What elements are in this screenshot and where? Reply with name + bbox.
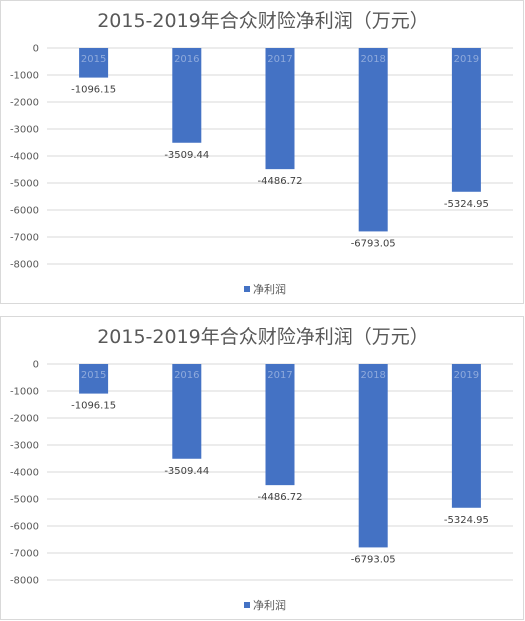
data-label: -5324.95 bbox=[444, 515, 489, 526]
bar-2018 bbox=[358, 48, 388, 232]
category-label: 2018 bbox=[360, 54, 385, 65]
y-tick-label: -5000 bbox=[10, 179, 39, 190]
category-label: 2015 bbox=[81, 54, 106, 65]
y-tick-label: -3000 bbox=[10, 125, 39, 136]
category-label: 2016 bbox=[174, 370, 199, 381]
category-label: 2018 bbox=[360, 370, 385, 381]
category-label: 2019 bbox=[454, 370, 479, 381]
y-tick-label: -5000 bbox=[10, 495, 39, 506]
y-tick-label: -6000 bbox=[10, 206, 39, 217]
bar-2018 bbox=[358, 364, 388, 548]
bar-2015 bbox=[79, 364, 109, 394]
data-label: -5324.95 bbox=[444, 199, 489, 210]
legend-swatch bbox=[244, 602, 250, 608]
category-label: 2019 bbox=[454, 54, 479, 65]
category-label: 2015 bbox=[81, 370, 106, 381]
bar-2019 bbox=[451, 48, 481, 192]
y-tick-label: -4000 bbox=[10, 152, 39, 163]
data-label: -1096.15 bbox=[71, 85, 116, 96]
y-tick-label: -7000 bbox=[10, 549, 39, 560]
chart-svg-1: 2015-2019年合众财险净利润（万元） 0 -1000 -2000 -3000 -4… bbox=[10, 10, 513, 296]
chart-panel-2: 2015-2019年合众财险净利润（万元） 0 -1000 -2000 -3000 -4… bbox=[0, 316, 524, 620]
bar-2019 bbox=[451, 364, 481, 508]
bar-2017 bbox=[265, 364, 295, 486]
data-label: -6793.05 bbox=[351, 238, 396, 249]
bar-2016 bbox=[172, 48, 202, 143]
y-tick-label: -8000 bbox=[10, 260, 39, 271]
data-label: -1096.15 bbox=[71, 401, 116, 412]
y-tick-label: -6000 bbox=[10, 522, 39, 533]
category-label: 2017 bbox=[267, 54, 292, 65]
legend: 净利润 bbox=[244, 282, 286, 296]
bar-2016 bbox=[172, 364, 202, 459]
y-tick-label: -1000 bbox=[10, 387, 39, 398]
category-label: 2017 bbox=[267, 370, 292, 381]
data-label: -4486.72 bbox=[258, 176, 303, 187]
y-tick-label: -8000 bbox=[10, 576, 39, 587]
y-tick-label: -2000 bbox=[10, 98, 39, 109]
y-tick-label: -4000 bbox=[10, 468, 39, 479]
y-tick-label: 0 bbox=[33, 44, 39, 55]
y-tick-label: -2000 bbox=[10, 414, 39, 425]
data-label: -3509.44 bbox=[164, 150, 209, 161]
legend: 净利润 bbox=[244, 598, 286, 612]
bar-2017 bbox=[265, 48, 295, 170]
chart-title: 2015-2019年合众财险净利润（万元） bbox=[97, 10, 429, 32]
legend-label: 净利润 bbox=[253, 282, 286, 296]
y-tick-label: -7000 bbox=[10, 233, 39, 244]
y-tick-label: -1000 bbox=[10, 71, 39, 82]
legend-label: 净利润 bbox=[253, 598, 286, 612]
y-tick-label: -3000 bbox=[10, 441, 39, 452]
category-label: 2016 bbox=[174, 54, 199, 65]
data-label: -4486.72 bbox=[258, 492, 303, 503]
data-label: -6793.05 bbox=[351, 554, 396, 565]
bar-2015 bbox=[79, 48, 109, 78]
data-label: -3509.44 bbox=[164, 466, 209, 477]
chart-title: 2015-2019年合众财险净利润（万元） bbox=[97, 326, 429, 348]
chart-panel-1: 2015-2019年合众财险净利润（万元） 0 -1000 -2000 -3000 -4… bbox=[0, 0, 524, 304]
chart-svg-2: 2015-2019年合众财险净利润（万元） 0 -1000 -2000 -3000 -4… bbox=[10, 326, 513, 612]
legend-swatch bbox=[244, 286, 250, 292]
y-tick-label: 0 bbox=[33, 360, 39, 371]
